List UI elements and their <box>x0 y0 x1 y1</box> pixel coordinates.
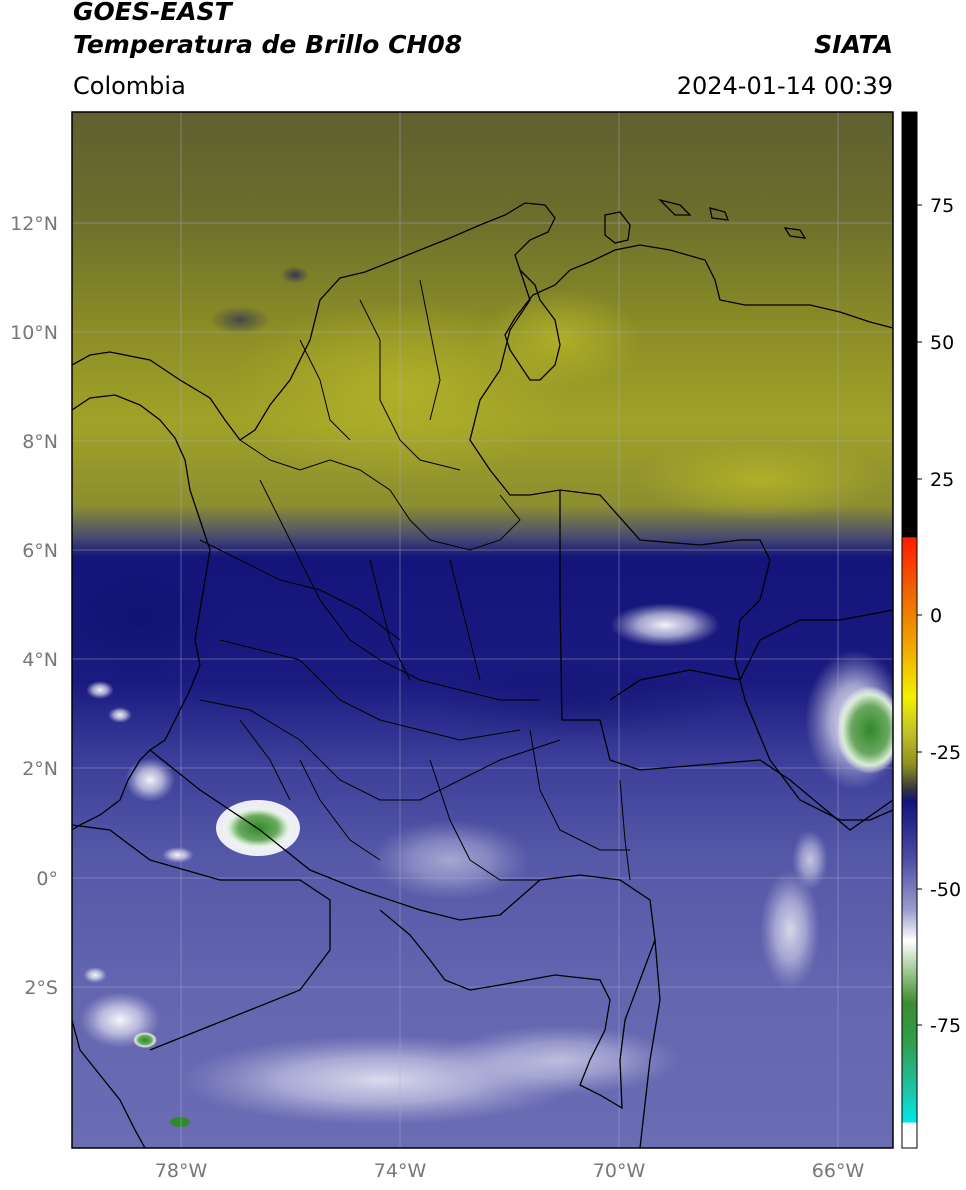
satellite-image <box>72 112 893 1148</box>
coastlines-and-borders <box>72 198 893 1148</box>
product-title: Temperatura de Brillo CH08 <box>73 30 463 59</box>
peru-ecuador-border <box>72 824 331 1051</box>
colorbar-gradient <box>902 112 917 1148</box>
ecuador-peru-coast <box>72 1019 146 1148</box>
lat-label-6n: 6°N <box>22 540 58 562</box>
region-label: Colombia <box>73 72 186 100</box>
lat-label-2n: 2°N <box>22 758 58 780</box>
colorbar-tick-50: 50 <box>930 332 954 354</box>
southern-border <box>149 749 656 1110</box>
dept-borders-2 <box>239 559 631 881</box>
lat-label-8n: 8°N <box>22 431 58 453</box>
colombia-brazil-border <box>559 490 893 831</box>
brand-label: SIATA <box>814 30 893 59</box>
curacao-islands <box>604 198 807 244</box>
lon-label-78w: 78°W <box>155 1160 208 1182</box>
pacific-coast <box>72 394 211 831</box>
map-gridlines <box>72 112 893 1148</box>
product-line1: GOES-EAST <box>73 0 232 26</box>
datetime-label: 2024-01-14 00:39 <box>676 72 893 100</box>
caribbean-coast <box>72 202 893 441</box>
lat-label-4n: 4°N <box>22 649 58 671</box>
map-frame <box>71 111 894 1149</box>
lat-label-2s: 2°S <box>24 977 58 999</box>
lat-label-12n: 12°N <box>10 213 58 235</box>
colorbar-tick-75: 75 <box>930 195 954 217</box>
colorbar-tick-0: 0 <box>930 605 942 627</box>
lat-label-10n: 10°N <box>10 322 58 344</box>
colorbar-tick-minus50: -50 <box>930 879 961 901</box>
lon-tick-labels: 78°W 74°W 70°W 66°W <box>155 1160 865 1182</box>
lon-label-74w: 74°W <box>374 1160 427 1182</box>
colorbar: 75 50 25 0 -25 -50 -75 <box>901 111 961 1149</box>
lon-label-70w: 70°W <box>593 1160 646 1182</box>
peru-brazil-border <box>639 939 661 1148</box>
lat-label-0: 0° <box>36 868 58 890</box>
colorbar-tick-minus25: -25 <box>930 742 961 764</box>
colorbar-frame <box>901 111 918 1149</box>
lat-tick-labels: 12°N 10°N 8°N 6°N 4°N 2°N 0° 2°S <box>10 213 58 999</box>
colombia-venezuela-border <box>469 269 893 821</box>
colorbar-tick-25: 25 <box>930 469 954 491</box>
colorbar-tick-minus75: -75 <box>930 1015 961 1037</box>
brazil-venezuela-border <box>609 609 893 701</box>
lon-label-66w: 66°W <box>812 1160 865 1182</box>
dept-borders-1 <box>199 279 561 801</box>
